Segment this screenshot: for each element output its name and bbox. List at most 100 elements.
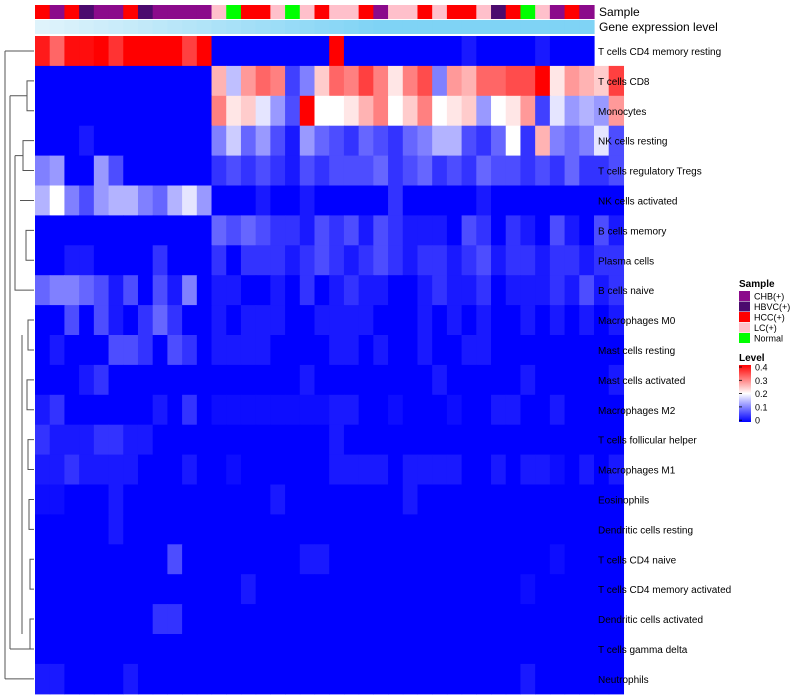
heatmap-cell xyxy=(520,364,536,396)
heatmap-cell xyxy=(417,663,433,695)
heatmap-cell xyxy=(505,514,522,545)
heatmap-cell xyxy=(373,335,389,366)
heatmap-cell xyxy=(108,484,124,515)
sample-annotation-cell xyxy=(373,5,389,19)
heatmap-cell xyxy=(152,36,168,67)
gene-expression-cell xyxy=(402,20,419,34)
heatmap-cell xyxy=(182,155,198,187)
heatmap-cell xyxy=(240,574,257,605)
heatmap-cell xyxy=(549,245,566,276)
heatmap-cell xyxy=(417,245,433,276)
heatmap-cell xyxy=(343,155,360,187)
heatmap-cell xyxy=(196,95,213,127)
heatmap-cell xyxy=(608,305,625,336)
sample-annotation-cell xyxy=(137,5,154,19)
level-tick-label: 0 xyxy=(755,416,760,426)
heatmap-cell xyxy=(255,454,271,486)
heatmap-cell xyxy=(299,424,316,456)
heatmap-cell xyxy=(343,514,360,545)
heatmap-cell xyxy=(79,663,95,695)
heatmap-cell xyxy=(299,305,316,336)
heatmap-cell xyxy=(240,36,257,67)
heatmap-cell xyxy=(299,95,316,127)
heatmap-cell xyxy=(594,544,610,575)
heatmap-cell xyxy=(299,544,316,575)
heatmap-cell xyxy=(594,574,610,605)
heatmap-cell xyxy=(343,305,360,336)
sample-annotation-cell xyxy=(329,5,345,19)
heatmap-cell xyxy=(446,65,463,97)
heatmap-cell xyxy=(608,544,625,575)
heatmap-cell xyxy=(402,424,419,456)
heatmap-cell xyxy=(594,514,610,545)
heatmap-cell xyxy=(535,245,551,276)
heatmap-cell xyxy=(343,95,360,127)
heatmap-cell xyxy=(285,185,301,216)
heatmap-cell xyxy=(594,484,610,515)
heatmap-cell xyxy=(520,574,536,605)
heatmap-cell xyxy=(211,335,227,366)
heatmap-cell xyxy=(461,215,477,246)
gene-expression-cell xyxy=(299,20,316,34)
heatmap-cells xyxy=(35,36,625,695)
heatmap-cell xyxy=(79,484,95,515)
heatmap-cell xyxy=(152,155,168,187)
heatmap-cell xyxy=(343,245,360,276)
heatmap-cell xyxy=(417,335,433,366)
heatmap-cell xyxy=(270,514,286,545)
gene-expression-cell xyxy=(64,20,80,34)
sample-annotation-cell xyxy=(402,5,419,19)
heatmap-cell xyxy=(255,634,271,665)
heatmap-cell xyxy=(461,604,477,635)
heatmap-cell xyxy=(549,275,566,306)
gene-expression-cell xyxy=(167,20,183,34)
heatmap-cell xyxy=(182,125,198,157)
gene-expression-cell xyxy=(137,20,154,34)
heatmap-cell xyxy=(240,185,257,216)
heatmap-cell xyxy=(240,484,257,515)
sample-annotation-cell xyxy=(343,5,360,19)
heatmap-cell xyxy=(255,424,271,456)
heatmap-cell xyxy=(123,275,139,306)
heatmap-cell xyxy=(137,454,154,486)
heatmap-cell xyxy=(108,305,124,336)
heatmap-cell xyxy=(167,185,183,216)
heatmap-cell xyxy=(226,305,242,336)
heatmap-cell xyxy=(255,544,271,575)
heatmap-cell xyxy=(579,424,595,456)
heatmap-cell xyxy=(491,604,507,635)
heatmap-cell xyxy=(432,335,448,366)
heatmap-cell xyxy=(594,185,610,216)
heatmap-cell xyxy=(196,275,213,306)
heatmap-cell xyxy=(123,215,139,246)
heatmap-cell xyxy=(461,544,477,575)
heatmap-cell xyxy=(240,125,257,157)
heatmap-cell xyxy=(64,604,80,635)
row-label: Mast cells resting xyxy=(598,346,675,357)
heatmap-cell xyxy=(343,335,360,366)
heatmap-cell xyxy=(373,155,389,187)
heatmap-cell xyxy=(137,305,154,336)
heatmap-cell xyxy=(226,364,242,396)
heatmap-cell xyxy=(255,663,271,695)
heatmap-cell xyxy=(285,634,301,665)
heatmap-cell xyxy=(270,36,286,67)
heatmap-cell xyxy=(549,514,566,545)
heatmap-cell xyxy=(211,215,227,246)
heatmap-cell xyxy=(446,634,463,665)
heatmap-cell xyxy=(49,335,66,366)
heatmap-cell xyxy=(373,663,389,695)
heatmap-cell xyxy=(461,364,477,396)
heatmap-cell xyxy=(93,155,110,187)
heatmap-cell xyxy=(491,514,507,545)
heatmap-cell xyxy=(579,454,595,486)
heatmap-cell xyxy=(461,484,477,515)
gene-expression-cell xyxy=(446,20,463,34)
heatmap-cell xyxy=(64,305,80,336)
heatmap-cell xyxy=(35,36,51,67)
heatmap-cell xyxy=(358,36,374,67)
heatmap-cell xyxy=(564,634,580,665)
heatmap-cell xyxy=(152,484,168,515)
heatmap-cell xyxy=(549,364,566,396)
heatmap-cell xyxy=(373,95,389,127)
